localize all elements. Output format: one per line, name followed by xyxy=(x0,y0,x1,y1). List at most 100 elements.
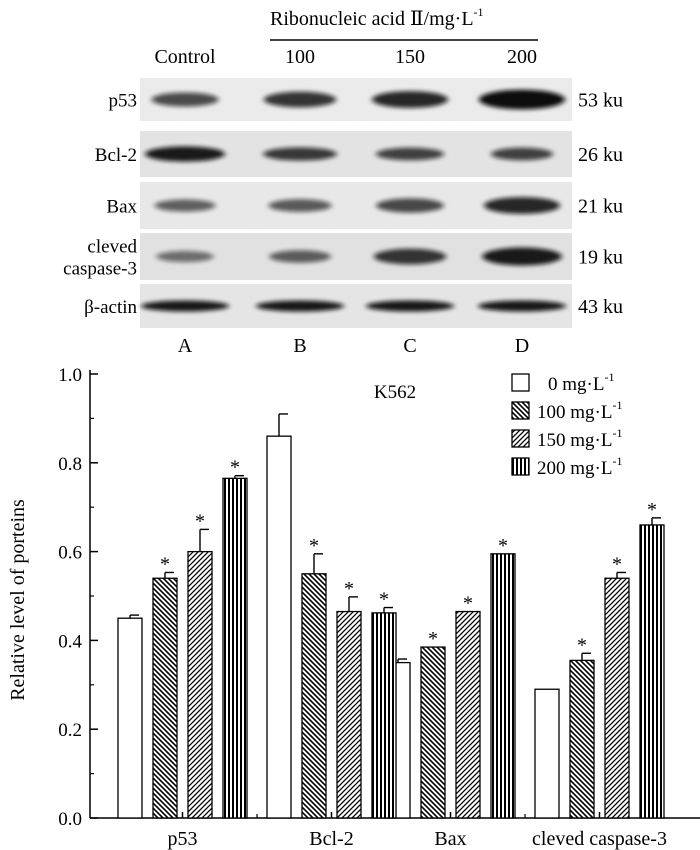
lane-letter-A: A xyxy=(178,335,193,357)
legend-swatch xyxy=(511,429,530,448)
significance-asterisk: * xyxy=(379,589,389,611)
legend-label: 150 mg·L-1 xyxy=(537,426,622,451)
y-tick-label: 0.4 xyxy=(58,631,82,652)
blot-size-label: 21 ku xyxy=(578,196,623,218)
bar xyxy=(117,617,143,819)
column-header-2: 150 xyxy=(395,46,425,68)
legend-label: 100 mg·L-1 xyxy=(537,398,622,423)
blot-band xyxy=(484,197,560,214)
significance-asterisk: * xyxy=(195,510,205,532)
significance-asterisk: * xyxy=(309,535,319,557)
blot-band xyxy=(263,91,337,108)
significance-asterisk: * xyxy=(160,553,170,575)
blot-size-label: 43 ku xyxy=(578,296,623,318)
legend-label-exp: -1 xyxy=(612,426,622,440)
blot-protein-label: cleved caspase-3 xyxy=(63,237,137,280)
label-line: p53 xyxy=(109,91,138,112)
legend-swatch xyxy=(511,457,530,476)
y-tick-label: 1.0 xyxy=(58,365,82,386)
legend-label: 0 mg·L-1 xyxy=(548,370,614,395)
y-tick-label: 0.8 xyxy=(58,454,82,475)
legend-label-exp: -1 xyxy=(604,370,614,384)
bar xyxy=(301,573,327,819)
bar xyxy=(604,577,630,819)
blot-band xyxy=(145,146,225,162)
legend-swatch xyxy=(511,401,530,420)
blot-band xyxy=(478,89,566,110)
blot-band xyxy=(263,147,337,161)
y-tick-label: 0.0 xyxy=(58,809,82,830)
legend-swatch xyxy=(511,373,530,392)
significance-asterisk: * xyxy=(230,457,240,479)
bar xyxy=(639,524,665,819)
legend-label-exp: -1 xyxy=(612,398,622,412)
blot-rows: p53 53 ku Bcl-2 26 ku Bax 21 ku cleved caspase-… xyxy=(63,78,623,328)
significance-asterisk: * xyxy=(612,553,622,575)
blot-band xyxy=(376,198,444,213)
blot-size-label: 26 ku xyxy=(578,144,623,166)
blot-row: cleved caspase-3 19 ku xyxy=(63,233,623,280)
legend-label-exp: -1 xyxy=(612,454,622,468)
y-tick-label: 0.2 xyxy=(58,720,82,741)
treatment-title: Ribonucleic acid Ⅱ/mg·L-1 xyxy=(270,5,484,30)
column-header-0: Control xyxy=(154,46,216,68)
blot-band xyxy=(376,147,444,161)
blot-band xyxy=(482,247,562,266)
western-blot-panel: Ribonucleic acid Ⅱ/mg·L-1 Control 100 150 2… xyxy=(63,5,623,357)
blot-band xyxy=(141,300,229,312)
legend-label-text: 200 mg·L xyxy=(537,458,612,479)
significance-asterisk: * xyxy=(428,628,438,650)
lane-letter-C: C xyxy=(403,335,416,357)
blot-protein-label: p53 xyxy=(109,91,138,112)
bar xyxy=(490,553,516,819)
chart-bars: * * * * * * * * * * * * xyxy=(117,413,665,819)
bar xyxy=(152,577,178,819)
bar xyxy=(187,550,213,819)
significance-asterisk: * xyxy=(498,535,508,557)
blot-size-label: 53 ku xyxy=(578,90,623,112)
bar xyxy=(420,646,446,819)
blot-band xyxy=(373,248,447,265)
blot-row: p53 53 ku xyxy=(109,78,623,121)
bar xyxy=(222,477,248,819)
significance-asterisk: * xyxy=(647,499,657,521)
blot-band xyxy=(154,199,216,212)
label-line: caspase-3 xyxy=(63,259,137,280)
legend-label-text: 100 mg·L xyxy=(537,402,612,423)
bar xyxy=(569,659,595,819)
label-line: Bax xyxy=(106,197,137,218)
legend-label: 200 mg·L-1 xyxy=(537,454,622,479)
significance-asterisk: * xyxy=(577,634,587,656)
y-tick-label: 0.6 xyxy=(58,543,82,564)
legend-label-text: 0 mg·L xyxy=(548,374,604,395)
label-line: β-actin xyxy=(84,297,137,318)
blot-band xyxy=(372,91,448,108)
bar xyxy=(534,688,560,819)
bar xyxy=(455,610,481,819)
blot-protein-label: β-actin xyxy=(84,297,137,318)
blot-band xyxy=(151,92,219,107)
blot-band xyxy=(156,250,214,263)
label-line: Bcl-2 xyxy=(95,145,137,166)
significance-asterisk: * xyxy=(463,593,473,615)
blot-row: Bax 21 ku xyxy=(106,182,623,229)
lane-letter-D: D xyxy=(515,335,529,357)
blot-protein-label: Bax xyxy=(106,197,137,218)
blot-band xyxy=(256,300,344,312)
bar xyxy=(336,610,362,819)
blot-protein-label: Bcl-2 xyxy=(95,145,137,166)
x-tick-label: p53 xyxy=(168,828,198,850)
blot-band xyxy=(491,147,553,161)
label-line: cleved xyxy=(87,237,137,258)
blot-band xyxy=(269,250,331,263)
blot-row: β-actin 43 ku xyxy=(84,284,623,328)
bar xyxy=(371,612,397,819)
bar xyxy=(266,435,292,819)
blot-lane-letters: A B C D xyxy=(178,335,529,357)
lane-letter-B: B xyxy=(293,335,306,357)
blot-column-headers: Control 100 150 200 xyxy=(154,46,537,68)
x-tick-label: Bax xyxy=(434,828,466,850)
column-header-3: 200 xyxy=(507,46,537,68)
